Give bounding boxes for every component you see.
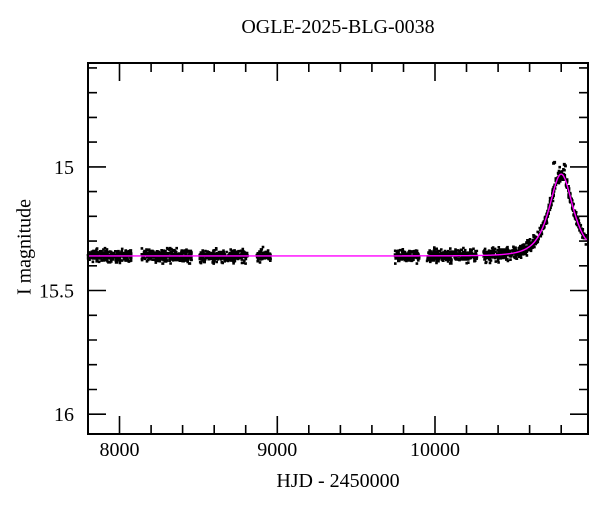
model-light-curve [88,173,589,257]
y-tick-label: 16 [54,404,74,426]
axis-ticks [87,63,588,434]
x-axis-label: HJD - 2450000 [276,470,400,492]
plot-frame [87,62,589,435]
x-tick-label: 10000 [410,439,460,461]
x-tick-label: 9000 [257,439,297,461]
y-tick-label: 15 [54,157,74,179]
y-axis-label: I magnitude [13,198,36,296]
outlier-points [552,160,567,168]
plot-title: OGLE-2025-BLG-0038 [241,16,435,38]
x-tick-label: 8000 [100,439,140,461]
y-tick-label: 15.5 [39,281,74,303]
season-photometry-points [255,245,272,264]
season-photometry-points [482,165,588,265]
